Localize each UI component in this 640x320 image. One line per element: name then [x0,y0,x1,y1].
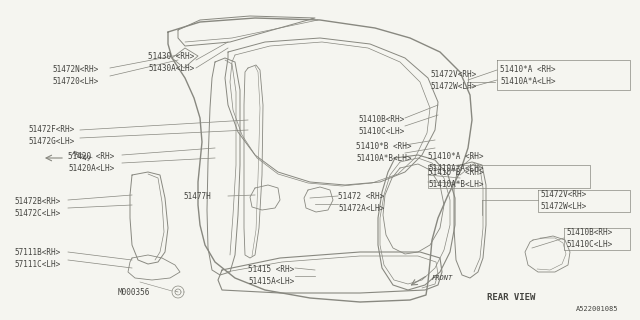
Text: FRONT: FRONT [432,275,453,281]
Text: 51472B<RH>
51472C<LH>: 51472B<RH> 51472C<LH> [14,197,60,218]
Text: 51410B<RH>
51410C<LH>: 51410B<RH> 51410C<LH> [358,115,404,136]
Text: FRONT: FRONT [70,150,92,163]
Text: 51410*A <RH>
51410A*A<LH>: 51410*A <RH> 51410A*A<LH> [428,152,483,173]
Text: 51472V<RH>
51472W<LH>: 51472V<RH> 51472W<LH> [540,190,586,211]
Text: 51410*A <RH>
51410A*A<LH>: 51410*A <RH> 51410A*A<LH> [500,65,556,86]
Text: 51472 <RH>
51472A<LH>: 51472 <RH> 51472A<LH> [338,192,384,213]
Text: 57111B<RH>
57111C<LH>: 57111B<RH> 57111C<LH> [14,248,60,269]
Text: A522001085: A522001085 [576,306,618,312]
Text: 51415 <RH>
51415A<LH>: 51415 <RH> 51415A<LH> [248,265,294,286]
Text: REAR VIEW: REAR VIEW [487,293,536,302]
Text: M000356: M000356 [118,288,150,297]
Text: 51410B<RH>
51410C<LH>: 51410B<RH> 51410C<LH> [566,228,612,249]
Text: 51430 <RH>
51430A<LH>: 51430 <RH> 51430A<LH> [148,52,195,73]
Text: 51410*B <RH>
51410A*B<LH>: 51410*B <RH> 51410A*B<LH> [356,142,412,163]
Text: 51410*B <RH>
51410A*B<LH>: 51410*B <RH> 51410A*B<LH> [428,168,483,189]
Text: 51472V<RH>
51472W<LH>: 51472V<RH> 51472W<LH> [430,70,476,91]
Text: 51472N<RH>
514720<LH>: 51472N<RH> 514720<LH> [52,65,99,86]
Text: 51472F<RH>
51472G<LH>: 51472F<RH> 51472G<LH> [28,125,74,146]
Text: 51477H: 51477H [183,192,211,201]
Text: 51420 <RH>
51420A<LH>: 51420 <RH> 51420A<LH> [68,152,115,173]
